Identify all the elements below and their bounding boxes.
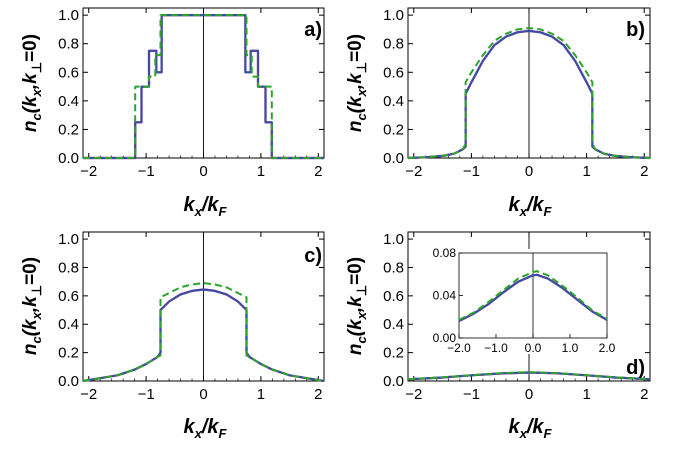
panel-c-ytick-label: 0.4 — [58, 316, 79, 333]
panel-c-ytick-label: 0.8 — [58, 259, 79, 276]
panel-c-ytick-label: 0.2 — [58, 345, 79, 362]
panel-b-xlabel: kx/kF — [509, 194, 553, 219]
panel-d-ytick-label: 0.6 — [383, 288, 404, 305]
panel-c-xtick-label: 2 — [314, 386, 322, 403]
panel-d-ytick-label: 0.4 — [383, 316, 404, 333]
panel-a-ytick-label: 0.2 — [58, 121, 79, 138]
panel-b-ytick-label: 0.4 — [383, 93, 404, 110]
panel-a-ytick-label: 0.8 — [58, 36, 79, 53]
panel-d-inset: −2.0 −1.0 0.0 1.0 2.0 0.00 0.04 0.08 — [433, 246, 616, 355]
inset-background — [457, 249, 613, 354]
panel-d-ytick-label: 1.0 — [383, 231, 404, 248]
panel-a-xlabel: kx/kF — [184, 194, 228, 219]
inset-series-3-line — [458, 270, 608, 321]
panel-d-xtick-label: −2 — [405, 386, 422, 403]
panel-a-ytick-label: 0.6 — [58, 64, 79, 81]
panel-a-series-3-line — [83, 14, 324, 159]
panel-d-series-3-line — [407, 371, 651, 381]
panel-b-xtick-label: −1 — [463, 163, 480, 180]
panel-a: −2 −1 0 1 2 0.0 0.2 0.4 0.6 0.8 1.0 a) kx/kF nc(kx,k⊥… — [20, 7, 325, 219]
panel-c-xtick-label: 0 — [199, 386, 207, 403]
panel-a-series-2-line — [83, 14, 324, 160]
inset-xtick-label: 2.0 — [599, 341, 616, 355]
inset-series-2-line — [458, 273, 608, 322]
panel-a-xtick-label: 1 — [257, 163, 265, 180]
inset-xtick-label: 0.0 — [525, 341, 542, 355]
panel-c-xtick-label: −1 — [138, 386, 155, 403]
panel-c-xtick-label: 1 — [257, 386, 265, 403]
panel-b-ytick-label: 1.0 — [383, 7, 404, 24]
panel-b-ytick-label: 0.2 — [383, 121, 404, 138]
panel-c: −2 −1 0 1 2 0.0 0.2 0.4 0.6 0.8 1.0 c) kx/kF nc(kx,k⊥… — [20, 231, 325, 441]
panel-c-label: c) — [304, 245, 322, 267]
panel-c-xtick-label: −2 — [80, 386, 97, 403]
panel-c-ytick-label: 1.0 — [58, 231, 79, 248]
panel-b-ytick-label: 0.0 — [383, 150, 404, 167]
panel-c-ytick-label: 0.0 — [58, 373, 79, 390]
inset-xtick-label: −2.0 — [447, 341, 471, 355]
panel-c-ylabel: nc(kx,k⊥=0) — [20, 257, 44, 355]
inset-ytick-label: 0.08 — [433, 246, 457, 260]
inset-xtick-label: −1.0 — [484, 341, 508, 355]
panel-d-label: d) — [626, 357, 645, 379]
panel-a-xtick-label: −2 — [80, 163, 97, 180]
panel-b: −2 −1 0 1 2 0.0 0.2 0.4 0.6 0.8 1.0 b) kx/kF nc(kx,k⊥… — [345, 7, 651, 219]
panel-b-label: b) — [626, 19, 645, 41]
panel-d-xlabel: kx/kF — [509, 416, 553, 441]
panel-b-xtick-label: 0 — [525, 163, 533, 180]
panel-c-series-3-line — [82, 282, 325, 382]
panel-d-ytick-label: 0.8 — [383, 259, 404, 276]
panel-a-ylabel: nc(kx,k⊥=0) — [20, 34, 44, 132]
panel-d-xtick-label: 2 — [640, 386, 648, 403]
panel-a-xtick-label: 0 — [199, 163, 207, 180]
panel-b-ytick-label: 0.6 — [383, 64, 404, 81]
inset-ytick-label: 0.00 — [433, 331, 457, 345]
panel-a-xtick-label: 2 — [314, 163, 322, 180]
panel-a-label: a) — [304, 19, 322, 41]
panel-a-xtick-label: −1 — [138, 163, 155, 180]
panel-d-ytick-label: 0.0 — [383, 373, 404, 390]
panel-d-ylabel: nc(kx,k⊥=0) — [345, 257, 369, 355]
panel-d-xtick-label: −1 — [463, 386, 480, 403]
panel-a-ytick-label: 1.0 — [58, 7, 79, 24]
panel-b-xtick-label: 1 — [582, 163, 590, 180]
panel-b-ytick-label: 0.8 — [383, 36, 404, 53]
inset-xtick-label: 1.0 — [562, 341, 579, 355]
panel-d-xtick-label: 0 — [525, 386, 533, 403]
panel-b-series-3-line — [407, 27, 651, 159]
panel-d-ytick-label: 0.2 — [383, 345, 404, 362]
panel-c-ytick-label: 0.6 — [58, 288, 79, 305]
panel-b-xtick-label: 2 — [640, 163, 648, 180]
panel-d: −2 −1 0 1 2 0.0 0.2 0.4 0.6 0.8 1.0 −2.0 −1.0 0.0 1.0 2… — [345, 231, 651, 441]
panel-b-xtick-label: −2 — [405, 163, 422, 180]
panel-d-xtick-label: 1 — [582, 386, 590, 403]
panel-c-xlabel: kx/kF — [184, 416, 228, 441]
panel-b-ylabel: nc(kx,k⊥=0) — [345, 34, 369, 132]
panel-a-ytick-label: 0.0 — [58, 150, 79, 167]
panel-a-ytick-label: 0.4 — [58, 93, 79, 110]
inset-ytick-label: 0.04 — [433, 289, 457, 303]
